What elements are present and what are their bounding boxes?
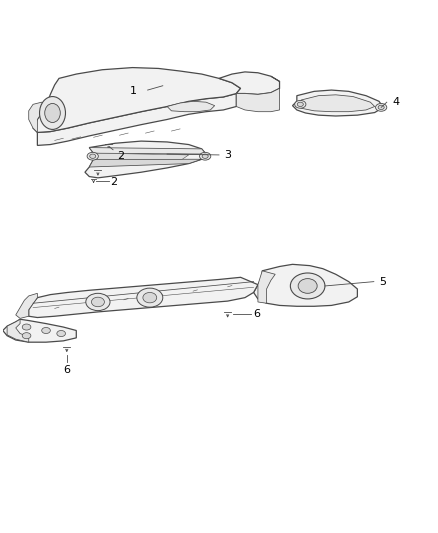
Polygon shape xyxy=(89,159,202,167)
Ellipse shape xyxy=(87,152,99,160)
Polygon shape xyxy=(258,271,275,303)
Polygon shape xyxy=(29,277,258,318)
Polygon shape xyxy=(297,95,374,112)
Ellipse shape xyxy=(202,154,208,158)
Ellipse shape xyxy=(298,279,317,293)
Text: 6: 6 xyxy=(63,365,70,375)
Ellipse shape xyxy=(137,288,163,307)
Text: 5: 5 xyxy=(379,277,386,287)
Polygon shape xyxy=(219,72,279,94)
Ellipse shape xyxy=(92,297,104,306)
Text: 3: 3 xyxy=(224,150,231,160)
Polygon shape xyxy=(33,68,240,132)
Polygon shape xyxy=(254,264,357,306)
Polygon shape xyxy=(29,102,46,132)
Ellipse shape xyxy=(378,105,384,109)
Ellipse shape xyxy=(22,333,31,338)
Polygon shape xyxy=(96,153,189,159)
Ellipse shape xyxy=(57,330,66,336)
Ellipse shape xyxy=(297,102,304,107)
Ellipse shape xyxy=(45,103,60,123)
Text: 2: 2 xyxy=(110,177,117,187)
Text: 6: 6 xyxy=(254,309,261,319)
Polygon shape xyxy=(16,293,37,318)
Ellipse shape xyxy=(143,293,157,303)
Polygon shape xyxy=(293,90,383,116)
Polygon shape xyxy=(236,76,279,112)
Polygon shape xyxy=(85,141,206,178)
Ellipse shape xyxy=(375,103,387,111)
Ellipse shape xyxy=(42,327,50,334)
Polygon shape xyxy=(89,148,206,154)
Polygon shape xyxy=(3,319,76,342)
Polygon shape xyxy=(167,101,215,112)
Ellipse shape xyxy=(200,152,211,160)
Ellipse shape xyxy=(39,96,66,130)
Ellipse shape xyxy=(86,293,110,311)
Ellipse shape xyxy=(22,324,31,330)
Text: 1: 1 xyxy=(130,86,137,96)
Ellipse shape xyxy=(290,273,325,299)
Text: 2: 2 xyxy=(117,151,124,160)
Ellipse shape xyxy=(295,100,306,108)
Polygon shape xyxy=(37,93,236,146)
Polygon shape xyxy=(7,319,29,342)
Ellipse shape xyxy=(90,154,96,158)
Text: 4: 4 xyxy=(392,97,399,107)
